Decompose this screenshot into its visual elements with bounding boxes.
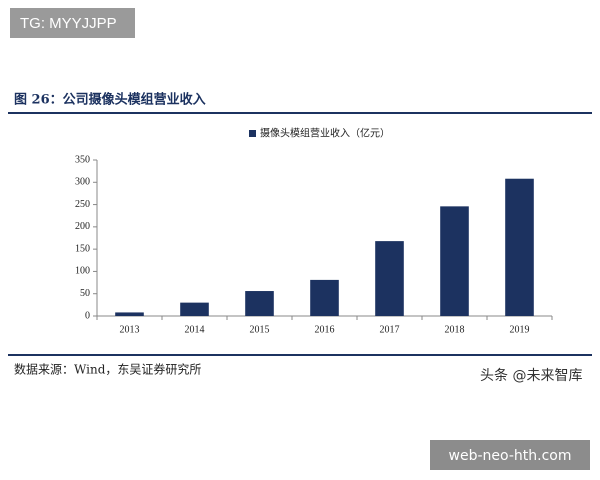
site-box [430, 440, 590, 470]
bar [440, 206, 469, 316]
legend-swatch [249, 130, 256, 137]
y-tick-label: 50 [80, 288, 90, 299]
y-tick-label: 100 [75, 266, 90, 277]
source: 数据来源：Wind，东吴证券研究所 [14, 362, 201, 377]
legend-label: 摄像头模组营业收入（亿元） [260, 127, 390, 140]
bar [505, 178, 534, 316]
watermark-box [10, 8, 135, 38]
bar [310, 279, 339, 316]
bar [180, 302, 209, 316]
chart-title: 图 26：公司摄像头模组营业收入 [14, 92, 206, 108]
bar [375, 241, 404, 316]
y-tick-label: 350 [75, 154, 90, 165]
y-tick-label: 250 [75, 199, 90, 210]
credit: 头条 @未来智库 [480, 367, 582, 384]
y-tick-label: 200 [75, 221, 90, 232]
x-tick-label: 2017 [380, 324, 400, 335]
watermark: TG: MYYJJPP [20, 15, 117, 32]
x-tick-label: 2018 [445, 324, 465, 335]
bar [115, 312, 144, 316]
x-tick-label: 2013 [120, 324, 140, 335]
y-tick-label: 300 [75, 177, 90, 188]
site: web-neo-hth.com [449, 448, 572, 464]
bar [245, 291, 274, 316]
x-tick-label: 2016 [315, 324, 335, 335]
y-tick-label: 0 [85, 310, 90, 321]
x-tick-label: 2015 [250, 324, 270, 335]
y-tick-label: 150 [75, 243, 90, 254]
x-tick-label: 2014 [185, 324, 205, 335]
x-tick-label: 2019 [510, 324, 530, 335]
